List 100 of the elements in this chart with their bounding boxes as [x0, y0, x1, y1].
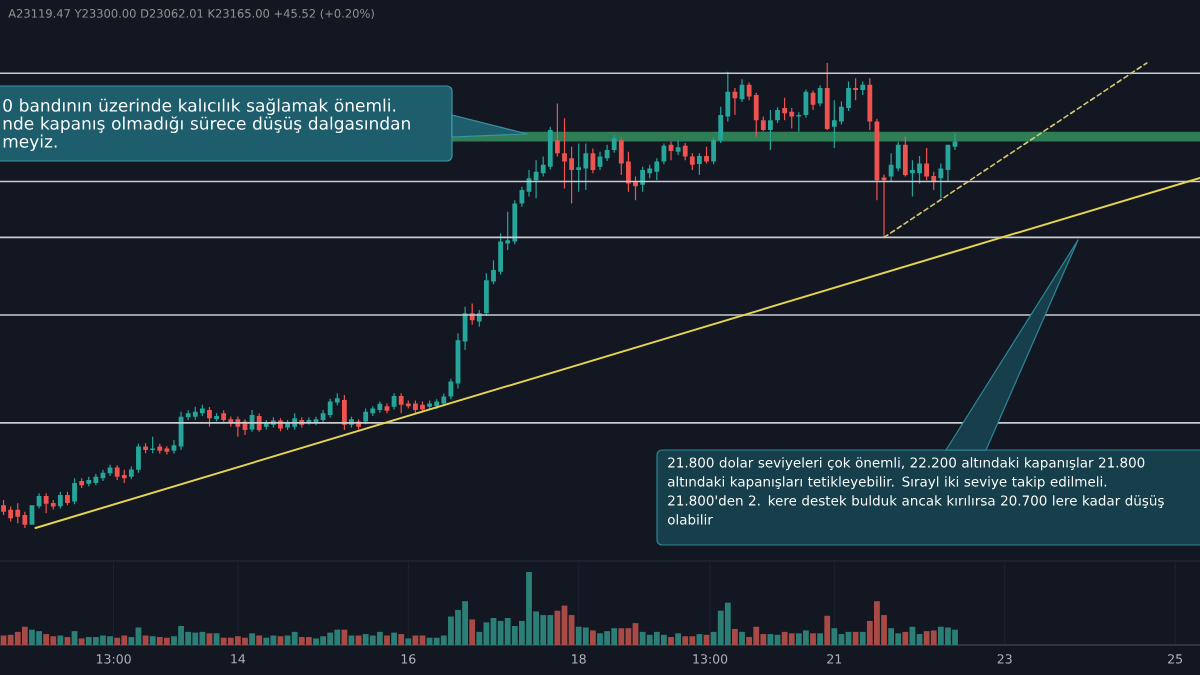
candlestick: [746, 82, 752, 101]
candlestick: [888, 153, 894, 182]
candlestick: [221, 410, 227, 423]
candlestick: [22, 511, 28, 528]
candlestick: [65, 491, 70, 506]
candlestick: [214, 413, 219, 422]
candlestick: [604, 144, 610, 162]
bar: [149, 636, 156, 645]
candlestick: [398, 393, 404, 414]
bar: [291, 631, 298, 645]
candlestick: [555, 103, 560, 157]
candlestick: [640, 166, 646, 192]
bar: [732, 628, 738, 645]
candlestick: [590, 148, 596, 174]
candlestick: [100, 469, 106, 482]
candlestick: [363, 408, 369, 425]
candlestick: [618, 137, 624, 176]
candlestick: [427, 400, 432, 410]
bar: [469, 619, 476, 645]
candlestick: [611, 135, 617, 153]
candlestick: [562, 118, 567, 189]
candlestick: [171, 440, 177, 454]
candlestick: [498, 233, 503, 275]
candlestick: [164, 446, 170, 455]
candlestick: [8, 506, 14, 522]
bar: [817, 633, 824, 645]
bar: [668, 636, 674, 645]
bar: [568, 615, 575, 645]
candlestick: [526, 169, 532, 197]
bar: [902, 631, 909, 645]
candlestick: [533, 160, 539, 199]
candlestick: [732, 88, 738, 116]
candlestick: [831, 100, 837, 149]
candlestick: [36, 493, 42, 509]
candlestick: [768, 109, 773, 150]
candlestick: [547, 126, 553, 170]
candlestick: [192, 406, 198, 420]
candlestick: [739, 79, 745, 103]
candlestick: [846, 81, 851, 111]
candlestick: [917, 155, 922, 184]
candlestick: [753, 92, 759, 137]
candlestick: [107, 464, 113, 476]
candlestick: [1, 500, 6, 515]
candlestick: [661, 143, 667, 165]
candlestick: [817, 85, 823, 107]
candlestick: [128, 466, 134, 480]
candlestick: [86, 476, 92, 487]
candlestick: [185, 410, 191, 421]
candlestick: [583, 143, 589, 190]
candlestick: [483, 273, 489, 316]
candlestick: [136, 443, 141, 473]
candlestick: [824, 62, 830, 130]
bar: [405, 638, 412, 645]
candlestick: [448, 378, 454, 400]
bar: [618, 628, 625, 645]
candlestick: [121, 469, 127, 483]
candlestick: [668, 141, 674, 161]
candlestick: [157, 443, 163, 454]
bar: [852, 631, 859, 645]
candlestick: [405, 400, 411, 409]
x-tick-label: 23: [997, 654, 1012, 664]
x-tick-label: 18: [572, 654, 586, 664]
candlestick: [760, 116, 766, 132]
candlestick: [867, 78, 873, 130]
candlestick: [327, 398, 333, 418]
candlestick: [512, 200, 518, 245]
candlestick: [789, 108, 795, 129]
candlestick: [519, 186, 525, 207]
candlestick: [114, 465, 120, 481]
bar: [256, 635, 263, 645]
bar: [384, 635, 390, 645]
x-tick-label: 13:00: [693, 654, 728, 664]
x-tick-label: 13:00: [96, 654, 131, 664]
candlestick: [775, 107, 780, 123]
annotation: 0 bandının üzerinde kalıcılık sağlamak önemli. nde kapanış olmadığı sürece düşüş dalgasından meyiz.: [3, 98, 410, 152]
bar: [412, 635, 419, 645]
candlestick: [143, 443, 148, 454]
candlestick: [902, 136, 908, 177]
candlestick: [15, 503, 21, 524]
bar: [78, 638, 85, 645]
bar: [590, 630, 596, 645]
text: A23119.47 Y23300.00 D23062.01 K23165.00 +45.52 (+0.20%): [8, 8, 374, 20]
bar: [391, 632, 397, 645]
candlestick: [391, 393, 397, 410]
candlestick: [150, 436, 156, 454]
bar: [249, 633, 255, 645]
candlestick: [725, 71, 731, 122]
bar: [831, 628, 838, 645]
bar: [398, 634, 405, 645]
bar: [675, 633, 682, 645]
candlestick: [341, 395, 347, 430]
x-tick-label: 25: [1168, 654, 1183, 664]
bar: [739, 631, 745, 645]
candlestick: [384, 403, 390, 414]
candlestick: [881, 174, 887, 238]
candlestick: [370, 406, 376, 416]
candlestick: [945, 144, 951, 182]
candlestick: [491, 260, 496, 285]
candlestick: [689, 153, 695, 170]
candlestick: [895, 142, 901, 172]
